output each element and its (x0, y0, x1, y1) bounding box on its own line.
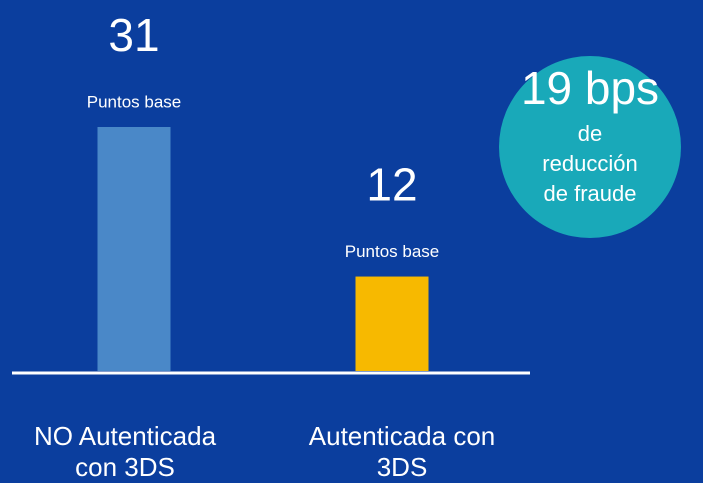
callout-text: de fraude (544, 181, 637, 206)
callout-circle (499, 56, 681, 238)
category-label: NO Autenticada con 3DS (33, 421, 217, 482)
callout: 19 bps de reducción de fraude (499, 56, 681, 238)
value-label: 12 (366, 159, 417, 211)
bar (97, 127, 171, 371)
callout-text: de (578, 121, 602, 146)
callout-text: reducción (542, 151, 637, 176)
unit-label: Puntos base (345, 242, 440, 261)
unit-label: Puntos base (87, 92, 182, 111)
bar (355, 276, 429, 371)
value-label: 31 (108, 9, 159, 61)
callout-headline: 19 bps (521, 62, 659, 114)
category-label: Autenticada con 3DS (308, 421, 496, 482)
